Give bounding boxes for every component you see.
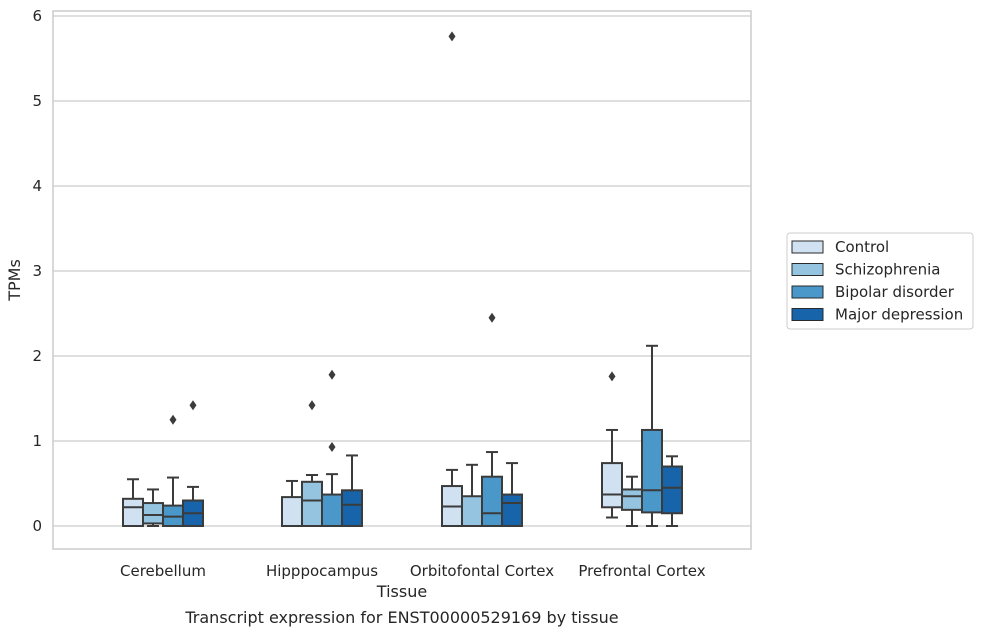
y-tick-label: 1 <box>32 432 42 450</box>
box-control <box>122 478 144 527</box>
x-tick-label: Orbitofontal Cortex <box>410 562 554 580</box>
y-tick-label: 5 <box>32 92 42 110</box>
boxes-layer <box>122 31 683 528</box>
legend-swatch <box>791 285 824 299</box>
legend-label: Schizophrenia <box>835 261 940 279</box>
outlier-point <box>328 441 336 452</box>
y-tick-label: 6 <box>32 7 42 25</box>
outlier-point <box>169 414 177 425</box>
outlier-point <box>308 400 316 411</box>
box-bipolar-disorder <box>321 369 343 527</box>
legend-swatch <box>791 263 824 276</box>
box-body <box>122 497 144 527</box>
box-schizophrenia <box>301 400 323 527</box>
legend-swatch <box>791 308 824 321</box>
outlier-point <box>448 31 456 42</box>
box-body <box>601 462 623 509</box>
outlier-point <box>608 371 616 382</box>
box-body <box>461 495 483 527</box>
box-schizophrenia <box>142 488 164 527</box>
y-axis-ticks: 0 1 2 3 4 5 6 <box>32 7 42 535</box>
box-body <box>281 496 303 528</box>
grid-lines <box>53 15 751 527</box>
box-body <box>321 493 343 527</box>
y-tick-label: 2 <box>32 347 42 365</box>
y-tick-label: 3 <box>32 262 42 280</box>
chart-caption: Transcript expression for ENST0000052916… <box>184 608 618 627</box>
outlier-point <box>189 400 197 411</box>
x-tick-label: Hipppocampus <box>266 562 378 580</box>
legend-swatch <box>791 240 824 254</box>
outlier-point <box>328 369 336 380</box>
y-tick-label: 0 <box>32 517 42 535</box>
legend-label: Major depression <box>835 306 963 324</box>
plot-area-frame <box>52 10 752 550</box>
box-major-depression <box>501 462 523 527</box>
box-bipolar-disorder <box>641 344 663 527</box>
x-axis-title: Tissue <box>376 582 427 601</box>
box-body <box>501 493 523 527</box>
legend-label: Bipolar disorder <box>835 283 955 301</box>
box-body <box>621 488 643 511</box>
legend-frame <box>786 232 974 330</box>
box-body <box>341 489 363 527</box>
box-major-depression <box>341 454 363 527</box>
x-axis-ticks: Cerebellum Hipppocampus Orbitofontal Corte… <box>120 562 706 580</box>
y-tick-label: 4 <box>32 177 42 195</box>
box-body <box>142 502 164 525</box>
box-major-depression <box>661 455 683 527</box>
box-bipolar-disorder <box>481 312 503 528</box>
box-control <box>281 479 303 528</box>
box-schizophrenia <box>461 463 483 527</box>
x-tick-label: Cerebellum <box>120 562 206 580</box>
outlier-point <box>488 312 496 323</box>
x-tick-label: Prefrontal Cortex <box>578 562 705 580</box>
legend: Control Schizophrenia Bipolar disorder Majo… <box>786 232 974 330</box>
box-body <box>301 480 323 527</box>
y-axis-title: TPMs <box>5 259 24 302</box>
box-body <box>661 465 683 515</box>
box-body <box>641 428 663 514</box>
box-schizophrenia <box>621 475 643 527</box>
box-major-depression <box>182 400 204 527</box>
box-body <box>481 475 503 528</box>
box-control <box>601 371 623 519</box>
legend-label: Control <box>835 238 889 256</box>
box-control <box>441 31 463 527</box>
box-bipolar-disorder <box>162 414 184 528</box>
